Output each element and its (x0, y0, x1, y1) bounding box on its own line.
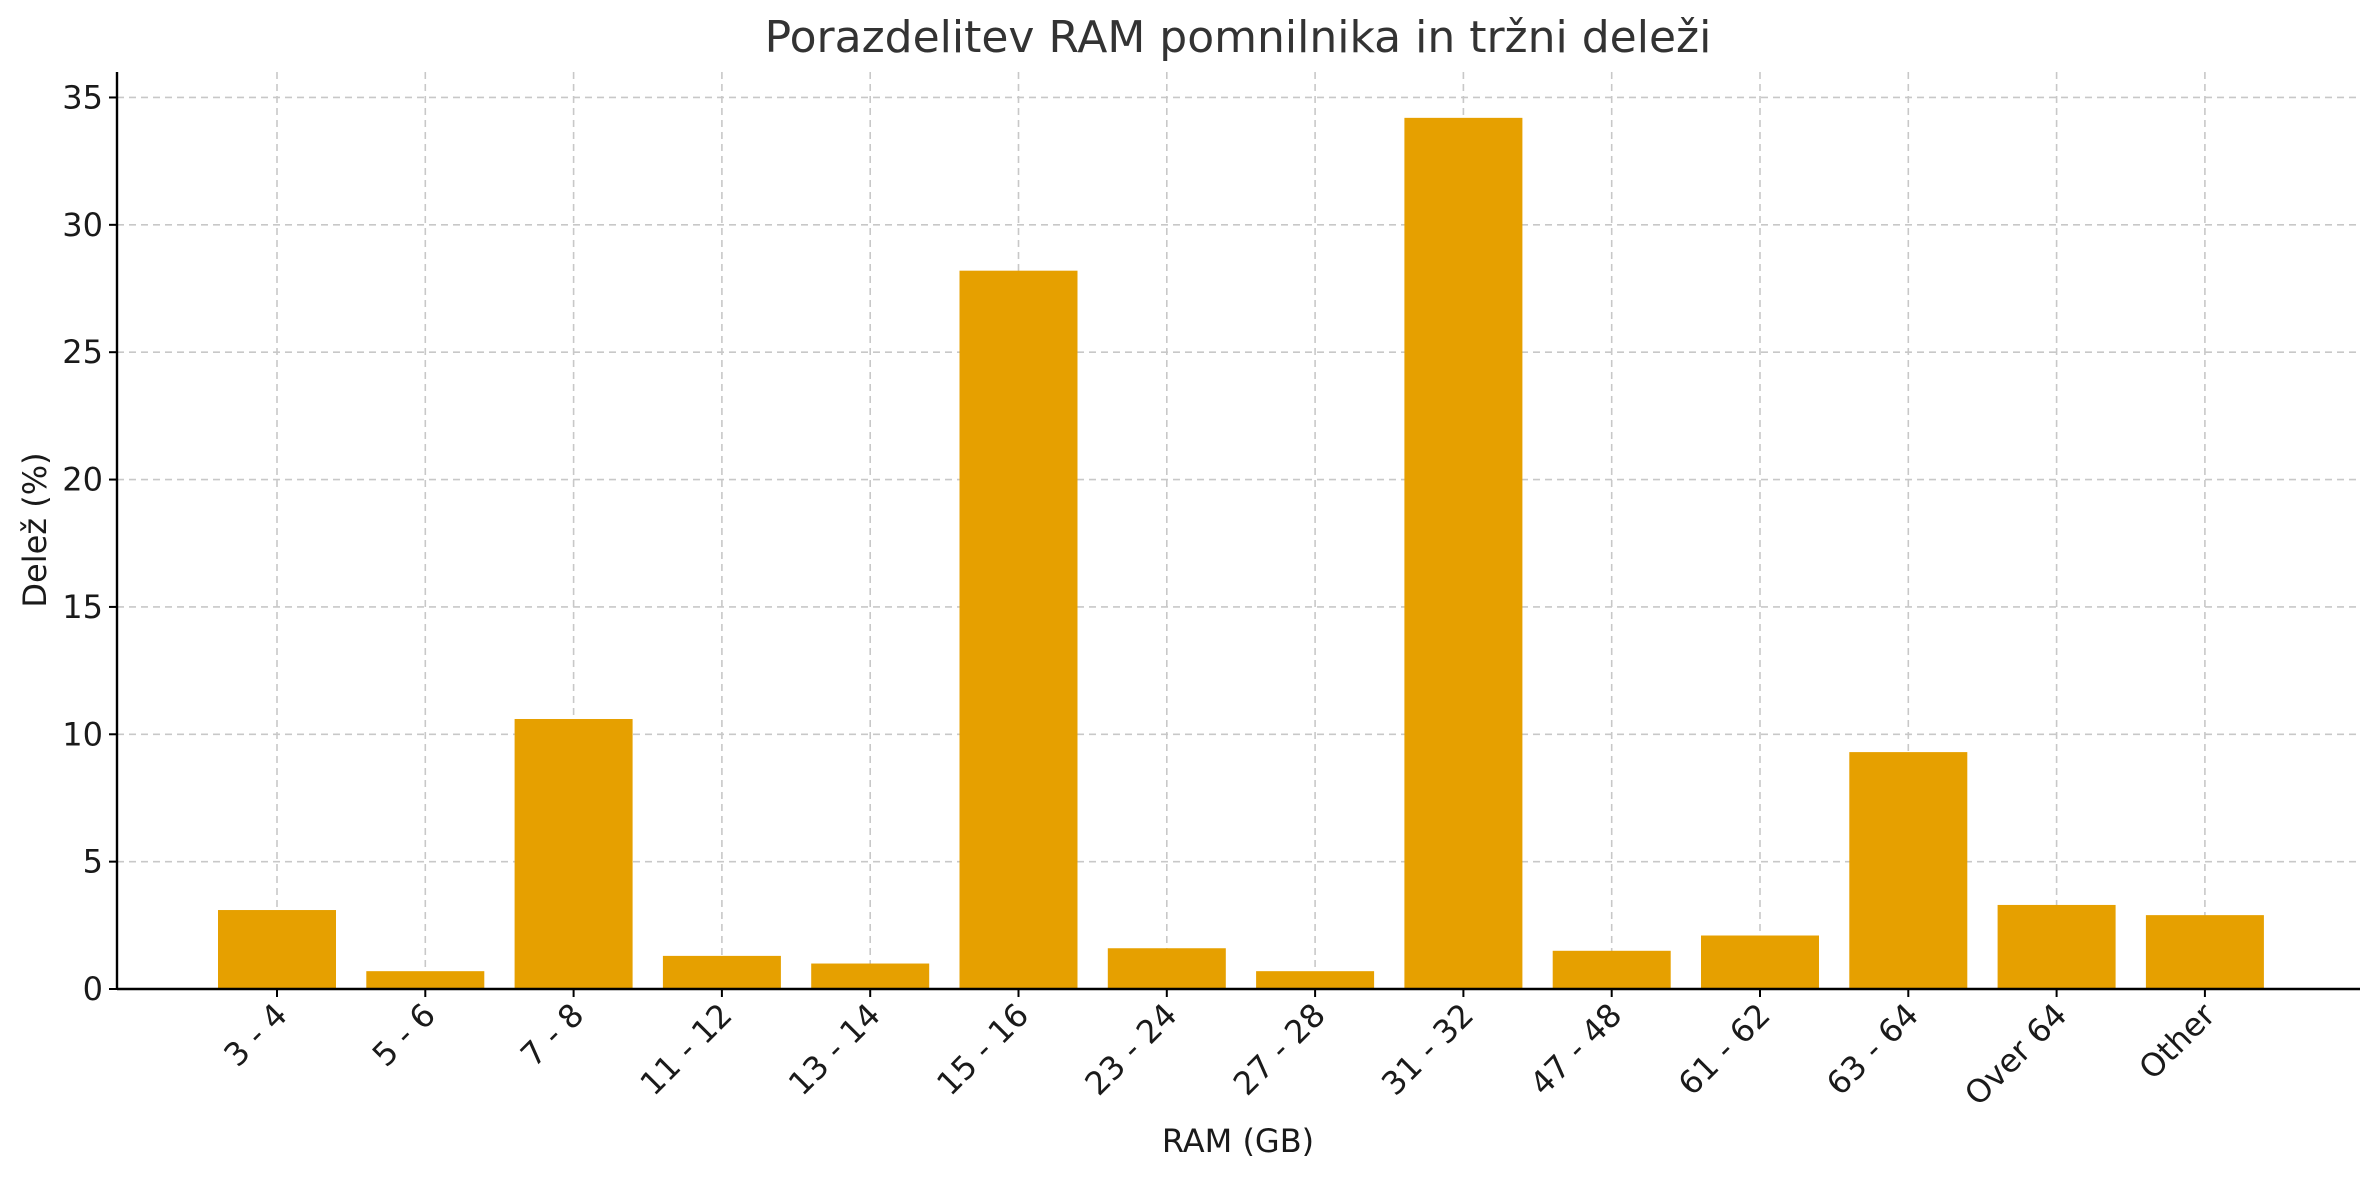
y-tick-label: 30 (62, 206, 103, 244)
y-axis-label: Delež (%) (16, 452, 54, 607)
x-tick-label: 11 - 12 (633, 996, 740, 1103)
x-axis-label: RAM (GB) (1162, 1122, 1314, 1160)
y-tick-label: 25 (62, 333, 103, 371)
x-tick-label: Over 64 (1957, 996, 2074, 1113)
bar (366, 971, 485, 989)
x-tick-label: 5 - 6 (365, 996, 443, 1074)
x-tick-label: 31 - 32 (1374, 996, 1481, 1103)
bar (218, 910, 336, 989)
y-tick-label: 0 (83, 970, 103, 1008)
bar (1701, 935, 1819, 989)
x-tick-label: Other (2131, 995, 2223, 1087)
x-tick-label: 47 - 48 (1522, 996, 1629, 1103)
grid-layer (117, 72, 2360, 989)
x-tick-label: 13 - 14 (781, 996, 888, 1103)
y-tick-label: 15 (62, 588, 103, 626)
x-tick-label: 23 - 24 (1077, 996, 1184, 1103)
y-tick-label: 5 (83, 843, 103, 881)
x-tick-label: 27 - 28 (1226, 996, 1333, 1103)
bar (1256, 971, 1375, 989)
y-tick-label: 10 (62, 715, 103, 753)
bar (1849, 752, 1968, 989)
bar (811, 963, 930, 989)
x-tick-label: 3 - 4 (216, 996, 294, 1074)
x-tick-label: 15 - 16 (929, 996, 1036, 1103)
bar (662, 955, 781, 989)
bar (1107, 948, 1226, 989)
bar (514, 718, 633, 989)
bar (959, 270, 1078, 989)
x-tick-label: 7 - 8 (513, 996, 591, 1074)
bar (1997, 904, 2116, 989)
chart-title: Porazdelitev RAM pomnilnika in tržni del… (765, 12, 1712, 63)
bar (1404, 117, 1523, 990)
y-tick-label: 20 (62, 461, 103, 499)
x-tick-label: 63 - 64 (1819, 996, 1926, 1103)
x-tick-label: 61 - 62 (1671, 996, 1778, 1103)
bar (1552, 950, 1671, 989)
bar (2145, 915, 2264, 989)
y-tick-label: 35 (62, 78, 103, 116)
bar-layer (218, 117, 2264, 990)
